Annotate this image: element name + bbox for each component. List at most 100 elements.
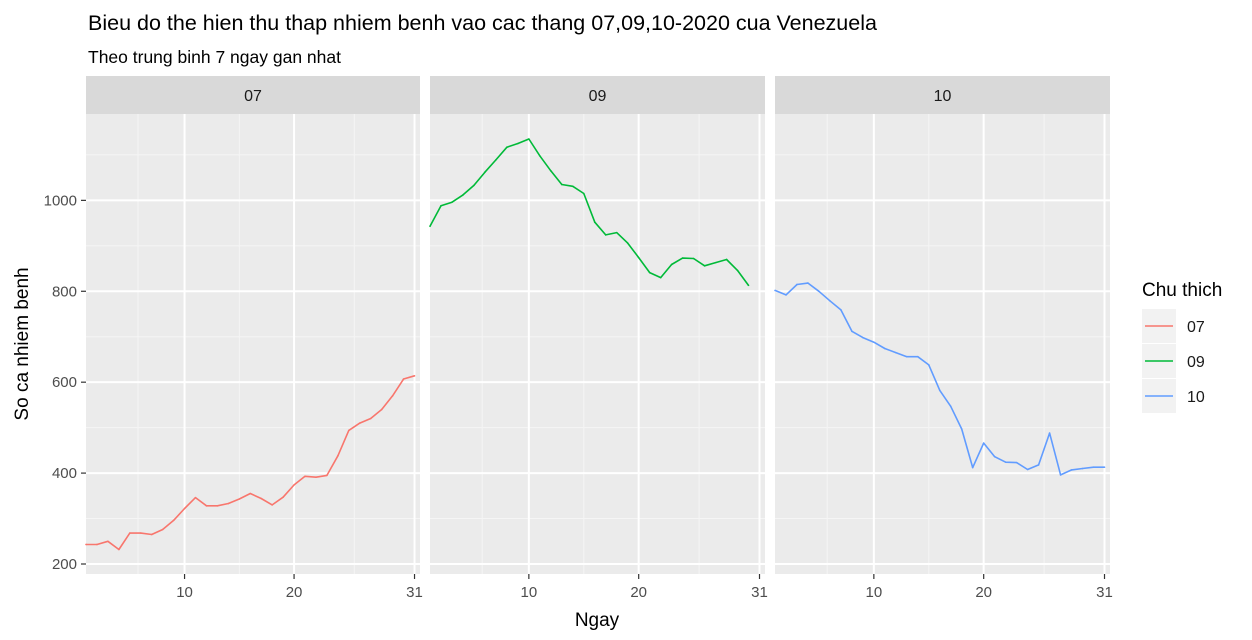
data-point (747, 284, 750, 287)
data-point (506, 146, 508, 148)
panel-10: 10 10 20 31 (774, 76, 1113, 601)
chart-subtitle: Theo trung binh 7 ngay gan nhat (88, 47, 341, 67)
data-point (637, 256, 640, 259)
data-point (982, 442, 985, 444)
data-point (348, 429, 350, 432)
data-point (829, 300, 831, 302)
data-point (260, 497, 263, 500)
data-point (1059, 474, 1062, 476)
panel-07: 07 10 20 31 (85, 76, 423, 601)
data-point (238, 498, 241, 500)
x-tick-label: 20 (975, 584, 992, 601)
data-point (194, 496, 197, 499)
data-point (582, 192, 585, 195)
data-point (1048, 432, 1051, 434)
series-line-09 (429, 138, 750, 286)
y-tick-label: 200 (52, 556, 77, 573)
y-tick-label: 400 (52, 465, 77, 482)
facet-strip-label: 09 (589, 88, 607, 105)
data-point (484, 171, 486, 173)
data-point (1004, 461, 1007, 463)
data-point (1026, 468, 1029, 471)
data-point (884, 347, 886, 350)
legend-label: 07 (1187, 319, 1205, 336)
data-point (473, 184, 475, 187)
data-point (561, 183, 563, 186)
data-point (993, 455, 996, 458)
data-point (462, 194, 464, 196)
data-point (282, 496, 284, 498)
data-point (1015, 461, 1018, 464)
y-axis-label: So ca nhiem benh (12, 267, 33, 420)
data-point (615, 231, 618, 234)
data-point (358, 422, 361, 424)
x-tick-label: 31 (751, 584, 768, 601)
x-tick-label: 31 (1096, 584, 1113, 601)
data-point (571, 185, 574, 188)
x-tick-label: 10 (176, 584, 193, 601)
data-point (337, 455, 339, 457)
data-point (495, 159, 497, 161)
x-tick-label: 20 (286, 584, 303, 601)
legend-title: Chu thich (1142, 280, 1222, 301)
legend-label: 10 (1187, 389, 1205, 406)
panel-background (775, 114, 1110, 574)
data-point (85, 543, 87, 546)
panel-09: 09 10 20 31 (429, 76, 768, 601)
data-point (118, 548, 120, 551)
data-point (681, 257, 684, 259)
data-point (626, 242, 629, 244)
data-point (391, 395, 394, 397)
data-point (692, 257, 695, 260)
data-point (550, 170, 552, 172)
facet-strip-label: 10 (934, 88, 952, 105)
data-point (604, 234, 607, 236)
data-point (670, 263, 673, 266)
data-point (807, 282, 809, 284)
data-point (1070, 469, 1073, 471)
data-point (413, 375, 416, 377)
facet-strip (775, 76, 1110, 114)
data-point (380, 408, 383, 411)
data-point (659, 276, 662, 279)
data-point (862, 336, 864, 339)
data-point (249, 492, 252, 495)
data-point (107, 540, 109, 543)
data-point (205, 505, 208, 507)
data-point (785, 294, 787, 296)
data-point (183, 507, 186, 510)
x-tick-label: 31 (406, 584, 423, 601)
legend: Chu thich 07 09 10 (1142, 280, 1222, 413)
data-point (714, 261, 717, 264)
panel-background (86, 114, 420, 574)
data-point (725, 258, 728, 261)
data-point (139, 532, 142, 534)
data-point (949, 405, 952, 408)
data-point (593, 221, 596, 223)
data-point (172, 519, 175, 522)
data-point (227, 502, 230, 505)
facet-strip (430, 76, 765, 114)
data-point (927, 364, 930, 366)
data-point (129, 532, 131, 534)
data-point (774, 289, 776, 292)
data-point (703, 265, 706, 267)
x-tick-label: 10 (521, 584, 538, 601)
x-axis-label: Ngay (575, 610, 620, 631)
data-point (960, 428, 963, 430)
data-point (326, 474, 328, 477)
data-point (402, 378, 405, 380)
data-point (161, 528, 164, 531)
data-point (293, 484, 295, 486)
data-point (873, 341, 875, 343)
data-point (150, 533, 153, 536)
chart-title: Bieu do the hien thu thap nhiem benh vao… (88, 11, 877, 35)
data-point (1081, 467, 1084, 470)
data-point (369, 417, 372, 420)
y-tick-label: 600 (52, 374, 77, 391)
data-point (216, 505, 219, 507)
data-point (315, 476, 317, 478)
data-point (1037, 464, 1040, 466)
y-tick-label: 1000 (44, 192, 77, 209)
